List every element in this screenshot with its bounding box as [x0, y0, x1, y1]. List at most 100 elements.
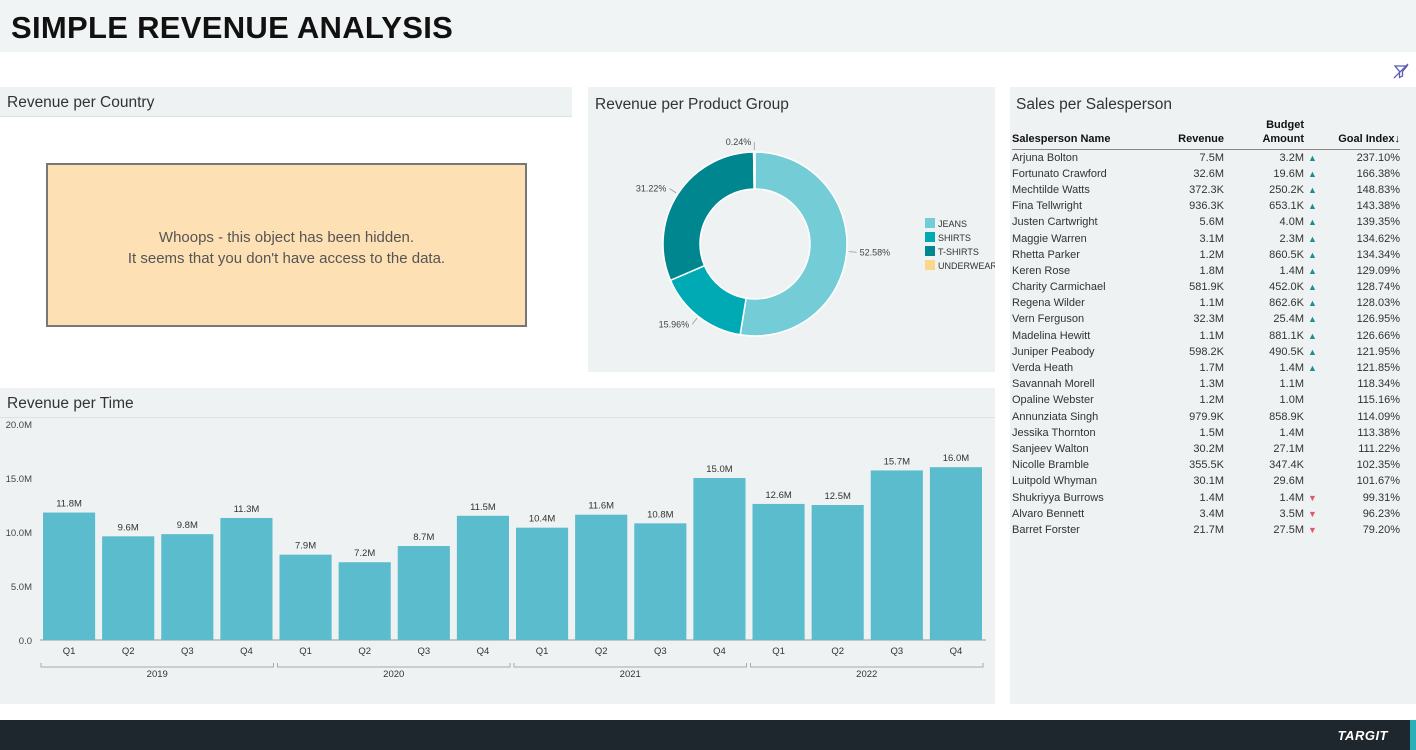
column-header-salesperson-name[interactable]: Salesperson Name	[1012, 118, 1162, 150]
table-row[interactable]: Annunziata Singh 979.9K 858.9K 114.09%	[1012, 409, 1400, 425]
cell-goal-index: 128.03%	[1356, 297, 1400, 310]
table-row[interactable]: Jessika Thornton 1.5M 1.4M 113.38%	[1012, 425, 1400, 441]
x-tick-label: Q2	[122, 646, 135, 657]
cell-goal-index: 126.95%	[1356, 313, 1400, 326]
legend-label-t-shirts: T-SHIRTS	[938, 247, 979, 257]
hidden-object-notice: Whoops - this object has been hidden. It…	[46, 163, 527, 327]
bar[interactable]	[43, 512, 96, 640]
cell-budget-amount: 347.4K	[1269, 459, 1304, 472]
cell-budget-amount: 1.4M	[1279, 426, 1304, 439]
table-row[interactable]: Madelina Hewitt 1.1M 881.1K ▲ 126.66%	[1012, 328, 1400, 344]
bar[interactable]	[456, 515, 509, 640]
filter-off-icon[interactable]	[1392, 62, 1410, 80]
trend-up-icon: ▲	[1308, 330, 1317, 341]
table-row[interactable]: Alvaro Bennett 3.4M 3.5M ▼ 96.23%	[1012, 506, 1400, 522]
slice-label: 15.96%	[659, 319, 690, 329]
cell-budget-amount: 1.0M	[1279, 394, 1304, 407]
table-row[interactable]: Savannah Morell 1.3M 1.1M 118.34%	[1012, 376, 1400, 392]
table-row[interactable]: Shukriyya Burrows 1.4M 1.4M ▼ 99.31%	[1012, 489, 1400, 505]
cell-revenue: 5.6M	[1199, 216, 1224, 229]
table-row[interactable]: Fortunato Crawford 32.6M 19.6M ▲ 166.38%	[1012, 166, 1400, 182]
bar-value-label: 16.0M	[943, 453, 969, 464]
table-row[interactable]: Justen Cartwright 5.6M 4.0M ▲ 139.35%	[1012, 214, 1400, 230]
trend-empty	[1304, 376, 1322, 392]
bar[interactable]	[338, 562, 391, 640]
bar[interactable]	[575, 514, 628, 640]
revenue-per-country-panel: Revenue per Country Whoops - this object…	[0, 87, 572, 372]
cell-budget-amount: 881.1K	[1269, 329, 1304, 342]
table-row[interactable]: Maggie Warren 3.1M 2.3M ▲ 134.62%	[1012, 230, 1400, 246]
title-bar: SIMPLE REVENUE ANALYSIS	[0, 0, 1416, 52]
legend-swatch-underwear	[925, 260, 935, 270]
donut-slice-jeans[interactable]	[739, 151, 848, 337]
bar[interactable]	[220, 517, 273, 640]
trend-empty	[1304, 473, 1322, 489]
cell-budget-amount: 1.4M	[1279, 362, 1304, 375]
donut-slice-underwear[interactable]	[752, 151, 756, 190]
column-header-revenue[interactable]: Revenue	[1162, 118, 1224, 150]
column-header-budget-amount[interactable]: Budget Amount	[1224, 118, 1304, 150]
bar[interactable]	[634, 523, 687, 640]
cell-budget-amount: 490.5K	[1269, 345, 1304, 358]
trend-up-icon: ▲	[1308, 168, 1317, 179]
table-row[interactable]: Sanjeev Walton 30.2M 27.1M 111.22%	[1012, 441, 1400, 457]
table-row[interactable]: Luitpold Whyman 30.1M 29.6M 101.67%	[1012, 473, 1400, 489]
cell-budget-amount: 25.4M	[1273, 313, 1304, 326]
cell-revenue: 1.1M	[1199, 329, 1224, 342]
bar[interactable]	[870, 470, 923, 640]
cell-revenue: 7.5M	[1199, 151, 1224, 164]
cell-goal-index: 79.20%	[1362, 523, 1400, 536]
table-row[interactable]: Mechtilde Watts 372.3K 250.2K ▲ 148.83%	[1012, 182, 1400, 198]
label-leader-line	[848, 251, 857, 253]
bar[interactable]	[752, 503, 805, 640]
x-tick-label: Q3	[654, 646, 667, 657]
table-row[interactable]: Regena Wilder 1.1M 862.6K ▲ 128.03%	[1012, 295, 1400, 311]
cell-salesperson-name: Nicolle Bramble	[1012, 459, 1090, 472]
cell-goal-index: 101.67%	[1356, 475, 1400, 488]
cell-revenue: 1.3M	[1199, 378, 1224, 391]
table-row[interactable]: Nicolle Bramble 355.5K 347.4K 102.35%	[1012, 457, 1400, 473]
bar[interactable]	[397, 546, 450, 640]
x-tick-label: Q4	[713, 646, 726, 657]
x-tick-label: Q4	[477, 646, 490, 657]
table-row[interactable]: Opaline Webster 1.2M 1.0M 115.16%	[1012, 392, 1400, 408]
bar-value-label: 11.8M	[56, 499, 82, 510]
bar[interactable]	[279, 554, 332, 640]
table-row[interactable]: Rhetta Parker 1.2M 860.5K ▲ 134.34%	[1012, 247, 1400, 263]
bar[interactable]	[811, 505, 864, 640]
column-header-goal-index[interactable]: Goal Index↓	[1322, 118, 1400, 150]
bar[interactable]	[516, 527, 569, 640]
trend-up-icon: ▲	[1308, 217, 1317, 228]
table-row[interactable]: Keren Rose 1.8M 1.4M ▲ 129.09%	[1012, 263, 1400, 279]
cell-goal-index: 113.38%	[1357, 426, 1400, 439]
table-row[interactable]: Verda Heath 1.7M 1.4M ▲ 121.85%	[1012, 360, 1400, 376]
x-tick-label: Q4	[240, 646, 253, 657]
legend-label-underwear: UNDERWEAR	[938, 261, 995, 271]
table-row[interactable]: Barret Forster 21.7M 27.5M ▼ 79.20%	[1012, 522, 1400, 538]
cell-salesperson-name: Sanjeev Walton	[1012, 442, 1089, 455]
cell-budget-amount: 4.0M	[1279, 216, 1304, 229]
table-row[interactable]: Fina Tellwright 936.3K 653.1K ▲ 143.38%	[1012, 198, 1400, 214]
cell-revenue: 21.7M	[1193, 523, 1224, 536]
table-row[interactable]: Arjuna Bolton 7.5M 3.2M ▲ 237.10%	[1012, 150, 1400, 166]
x-tick-label: Q1	[772, 646, 785, 657]
year-group-label: 2020	[383, 669, 404, 680]
year-group-bracket	[750, 663, 984, 668]
table-row[interactable]: Charity Carmichael 581.9K 452.0K ▲ 128.74%	[1012, 279, 1400, 295]
table-row[interactable]: Juniper Peabody 598.2K 490.5K ▲ 121.95%	[1012, 344, 1400, 360]
bar[interactable]	[693, 478, 746, 640]
cell-budget-amount: 19.6M	[1273, 167, 1304, 180]
x-tick-label: Q1	[299, 646, 312, 657]
table-row[interactable]: Vern Ferguson 32.3M 25.4M ▲ 126.95%	[1012, 311, 1400, 327]
trend-up-icon: ▲	[1308, 314, 1317, 325]
panel-title: Revenue per Time	[7, 395, 134, 412]
cell-goal-index: 139.35%	[1356, 216, 1400, 229]
bar[interactable]	[102, 536, 155, 640]
slice-label: 31.22%	[636, 184, 667, 194]
bar[interactable]	[161, 534, 214, 640]
cell-revenue: 1.8M	[1199, 264, 1224, 277]
budget-header-line2: Amount	[1262, 133, 1304, 145]
cell-revenue: 32.6M	[1193, 167, 1224, 180]
bar[interactable]	[929, 467, 982, 640]
donut-slice-t-shirts[interactable]	[662, 151, 755, 282]
